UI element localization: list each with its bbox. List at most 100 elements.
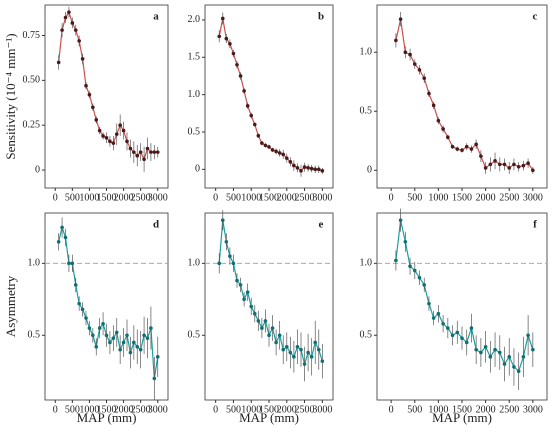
data-point: [299, 169, 303, 173]
data-point: [67, 10, 71, 14]
data-point: [292, 355, 296, 359]
data-point: [512, 162, 516, 167]
series-line: [395, 220, 534, 373]
data-point: [149, 150, 153, 154]
data-point: [284, 156, 289, 160]
data-point: [274, 149, 278, 154]
data-point: [394, 38, 398, 43]
data-point: [70, 261, 75, 266]
x-tick-label: 2500: [295, 404, 315, 415]
data-point: [108, 340, 112, 345]
data-point: [80, 307, 85, 312]
data-point: [299, 347, 303, 352]
data-point: [235, 62, 239, 67]
data-point: [309, 166, 314, 171]
x-tick-label: 2000: [114, 404, 134, 415]
x-tick-label: 2500: [131, 192, 151, 203]
x-tick-label: 1000: [79, 192, 99, 203]
data-point: [84, 83, 88, 88]
data-point: [497, 162, 502, 167]
data-point: [256, 319, 261, 323]
x-tick-label: 2500: [499, 192, 519, 203]
data-point: [111, 141, 116, 145]
y-tick-label: 0.5: [188, 330, 201, 341]
data-point: [316, 347, 321, 352]
data-point: [138, 347, 143, 352]
data-point: [277, 151, 282, 155]
x-tick-label: 2000: [114, 192, 134, 203]
data-point: [224, 36, 229, 41]
data-point: [267, 333, 271, 338]
panel-label: f: [533, 219, 537, 231]
data-point: [507, 166, 512, 170]
data-point: [270, 326, 275, 330]
data-point: [135, 344, 140, 349]
data-point: [398, 17, 403, 21]
data-point: [427, 91, 431, 96]
data-point: [316, 167, 321, 172]
x-tick-label: 1500: [97, 192, 117, 203]
data-point: [152, 376, 157, 381]
data-point: [245, 104, 250, 108]
y-tick-label: 1.0: [360, 258, 373, 269]
data-point: [128, 146, 133, 151]
data-point: [121, 340, 126, 345]
data-point: [242, 297, 246, 302]
x-tick-label: 0: [389, 192, 394, 203]
panel-label: e: [319, 219, 324, 231]
x-tick-label: 1000: [241, 192, 261, 203]
data-point: [80, 57, 85, 61]
plot-frame: [376, 212, 548, 401]
data-point: [288, 160, 293, 164]
data-point: [427, 301, 431, 306]
data-point: [238, 283, 243, 287]
data-point: [118, 123, 122, 128]
data-point: [284, 344, 289, 349]
data-point: [412, 62, 417, 66]
data-point: [118, 347, 122, 352]
data-point: [231, 261, 236, 266]
x-tick-label: 0: [53, 404, 58, 415]
y-tick-label: 0.5: [28, 330, 41, 341]
x-tick-label: 1000: [428, 404, 448, 415]
data-point: [512, 365, 516, 369]
data-point: [125, 139, 129, 144]
data-point: [128, 350, 133, 355]
x-tick-label: 3000: [312, 404, 332, 415]
x-tick-label: 2000: [476, 192, 496, 203]
data-point: [138, 150, 143, 154]
data-point: [73, 283, 78, 287]
data-point: [474, 142, 478, 147]
data-point: [63, 15, 68, 20]
data-point: [521, 163, 526, 168]
data-point: [60, 225, 64, 230]
panel-label: d: [153, 219, 159, 231]
data-point: [320, 169, 325, 173]
data-point: [217, 34, 222, 39]
data-point: [441, 127, 445, 131]
data-point: [436, 311, 441, 316]
data-point: [516, 164, 521, 169]
x-axis-label: MAP (mm): [77, 410, 137, 425]
x-tick-label: 2000: [476, 404, 496, 415]
data-point: [493, 347, 497, 352]
data-point: [104, 333, 109, 338]
data-point: [94, 344, 99, 349]
data-point: [228, 254, 232, 258]
data-point: [450, 333, 455, 338]
data-point: [526, 161, 530, 166]
data-point: [455, 330, 460, 335]
data-point: [469, 326, 474, 330]
data-point: [256, 133, 261, 138]
data-point: [101, 134, 105, 138]
plot-frame: [204, 4, 334, 189]
data-point: [313, 167, 318, 172]
data-point: [422, 283, 427, 287]
data-point: [111, 336, 116, 340]
y-axis-label: Asymmetry: [3, 275, 18, 337]
panel-label: b: [318, 11, 324, 23]
data-point: [450, 144, 455, 149]
data-point: [488, 162, 493, 167]
data-point: [245, 290, 250, 294]
